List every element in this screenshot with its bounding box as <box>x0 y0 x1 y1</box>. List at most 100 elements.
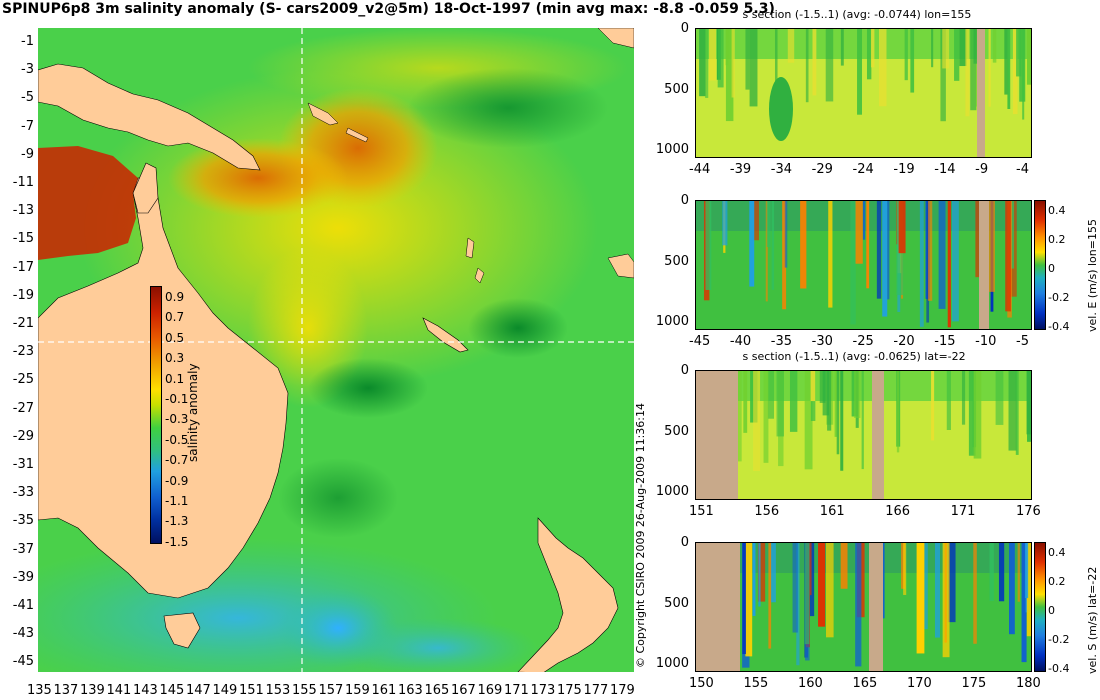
section-streak <box>992 29 997 63</box>
section-streak <box>822 371 830 416</box>
section-streak <box>800 201 807 289</box>
negative-anomaly-east <box>468 298 568 358</box>
lat-tick-label: -41 <box>12 598 34 613</box>
section-streak <box>931 371 935 441</box>
section-streak <box>771 201 775 290</box>
velocity-colorbar-tick: -0.4 <box>1048 320 1070 333</box>
section-streak <box>745 29 750 90</box>
section-streak <box>776 371 784 437</box>
section-streak <box>947 543 956 623</box>
section-y-tick: 500 <box>664 596 689 612</box>
colorbar-tick-label: -0.5 <box>165 432 189 447</box>
section-streak <box>819 371 826 403</box>
section-streak <box>931 29 934 68</box>
section-streak <box>954 29 960 81</box>
section-land <box>872 371 884 499</box>
section-land <box>869 543 883 671</box>
cool-anomaly-se <box>338 618 538 672</box>
land-cape-york <box>132 162 159 214</box>
section-streak <box>1008 371 1017 451</box>
land-australia <box>38 177 289 599</box>
lon-tick-label: 173 <box>530 683 556 698</box>
section-plot[interactable] <box>695 28 1032 158</box>
section-streak <box>757 543 766 602</box>
section-streak <box>1024 543 1029 599</box>
section-y-tick: 1000 <box>655 142 689 157</box>
lat-tick-label: -19 <box>12 287 34 303</box>
section-streak <box>828 201 833 308</box>
section-streak <box>940 29 946 122</box>
lat-tick-label: -21 <box>12 316 34 331</box>
section-x-tick: -15 <box>934 334 956 349</box>
lon-tick-label: 163 <box>398 683 423 698</box>
section-streak <box>768 543 772 649</box>
section-x-tick: 180 <box>1016 676 1041 691</box>
section-streak <box>827 371 832 431</box>
section-streak <box>1017 543 1020 602</box>
section-streak <box>826 543 834 638</box>
section-streak <box>1005 201 1011 312</box>
section-streak <box>924 543 928 630</box>
section-streak <box>942 543 950 658</box>
velocity-colorbar <box>1034 200 1046 330</box>
salinity-map[interactable] <box>38 28 634 672</box>
section-streak <box>749 29 758 107</box>
section-streak <box>878 29 887 107</box>
lon-tick-label: 141 <box>106 683 132 698</box>
section-streak <box>886 201 890 300</box>
section-streak <box>725 29 734 122</box>
section-streak <box>804 371 813 470</box>
section-feature <box>769 77 793 141</box>
salinity-colorbar-label: salinity anomaly <box>186 363 200 462</box>
section-y-tick: 1000 <box>655 656 689 671</box>
section-x-tick: 155 <box>743 676 769 691</box>
section-plot[interactable] <box>695 370 1032 500</box>
section-x-tick: 151 <box>689 504 714 519</box>
section-streak <box>970 29 977 111</box>
lon-tick-label: 175 <box>557 683 582 698</box>
section-plot[interactable] <box>695 200 1032 330</box>
section-y-tick: 0 <box>680 363 689 378</box>
section-streak <box>722 201 728 246</box>
salinity-colorbar <box>150 286 162 544</box>
velocity-colorbar <box>1034 542 1046 672</box>
section-streak <box>840 543 848 589</box>
section-streak <box>840 371 844 471</box>
section-streak <box>919 201 924 327</box>
section-streak <box>965 29 970 117</box>
section-streak <box>946 371 951 430</box>
lon-tick-label: 139 <box>80 683 105 698</box>
section-y-tick: 0 <box>680 21 689 36</box>
section-streak <box>855 543 862 667</box>
section-x-tick: -9 <box>975 162 989 177</box>
lat-tick-label: -39 <box>12 569 34 585</box>
lon-tick-label: 161 <box>371 683 397 698</box>
section-plot[interactable] <box>695 542 1032 672</box>
section-streak <box>753 371 761 471</box>
lat-tick-label: -11 <box>12 175 34 190</box>
section-streak <box>898 201 906 254</box>
section-streak <box>766 201 771 248</box>
section-x-tick: -35 <box>770 334 792 349</box>
lon-tick-label: 153 <box>265 683 291 698</box>
section-streak <box>787 29 795 63</box>
section-streak <box>782 201 787 310</box>
section-streak <box>1026 29 1031 85</box>
velocity-colorbar-tick: -0.4 <box>1048 662 1070 675</box>
colorbar-tick-label: -0.3 <box>165 412 189 427</box>
lon-tick-label: 167 <box>451 683 476 698</box>
positive-anomaly-gulf <box>38 146 138 260</box>
section-streak <box>862 201 866 240</box>
colorbar-tick-label: 0.3 <box>165 351 185 366</box>
main-title: SPINUP6p8 3m salinity anomaly (S- cars20… <box>2 1 775 17</box>
colorbar-tick-label: -0.1 <box>165 392 189 406</box>
section-streak <box>752 543 756 616</box>
lat-tick-label: -9 <box>21 146 34 162</box>
section-streak <box>825 29 834 102</box>
velocity-colorbar-tick: -0.2 <box>1048 291 1070 304</box>
section-y-tick: 0 <box>680 535 689 550</box>
land-new-guinea <box>38 63 261 171</box>
lon-tick-label: 147 <box>186 683 211 698</box>
section-streak <box>904 29 908 81</box>
section-y-tick: 1000 <box>655 314 689 329</box>
